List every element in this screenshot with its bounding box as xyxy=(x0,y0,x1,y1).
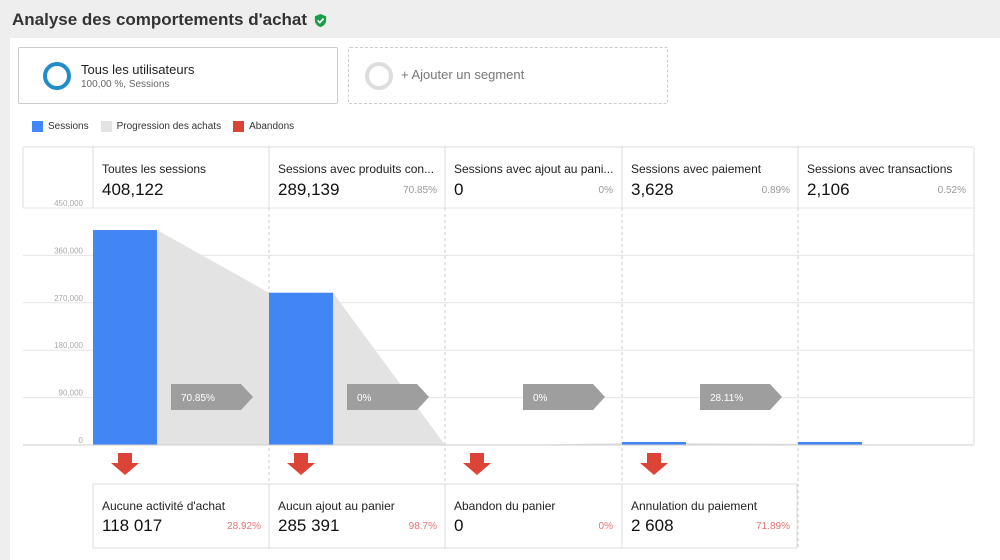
abandon-name: Annulation du paiement xyxy=(631,499,758,513)
y-tick-label: 360,000 xyxy=(54,246,83,255)
abandon-percent: 98.7% xyxy=(408,521,437,532)
abandon-value: 2 608 xyxy=(631,516,674,535)
y-tick-label: 0 xyxy=(79,436,84,445)
progression-shape xyxy=(157,230,269,445)
y-tick-label: 450,000 xyxy=(54,199,83,208)
stage-value: 408,122 xyxy=(102,180,164,199)
legend-label-abandons: Abandons xyxy=(249,121,295,132)
abandon-name: Aucune activité d'achat xyxy=(102,499,226,513)
sessions-bar xyxy=(93,230,157,445)
progression-arrow-label: 0% xyxy=(533,393,548,404)
abandon-percent: 28.92% xyxy=(227,521,261,532)
funnel-chart: 450,000 360,000 270,000 180,000 90,000 0 70.85… xyxy=(22,146,975,549)
legend-swatch-progression xyxy=(100,121,112,132)
legend-swatch-sessions xyxy=(32,121,43,132)
legend-item-abandons: Abandons xyxy=(233,121,294,132)
legend-label-progression: Progression des achats xyxy=(116,121,222,132)
page-title-text: Analyse des comportements d'achat xyxy=(12,10,308,29)
stage-percent: 70.85% xyxy=(403,185,437,196)
empty-segment-ring-icon xyxy=(365,62,393,90)
abandon-value: 118 017 xyxy=(102,516,163,535)
stage-name: Sessions avec paiement xyxy=(631,162,762,176)
shield-check-icon xyxy=(314,13,327,27)
progression-arrow xyxy=(700,384,782,410)
segment-ring-icon xyxy=(43,62,71,90)
stage-value: 0 xyxy=(454,180,464,199)
y-tick-label: 180,000 xyxy=(54,341,83,350)
segment-name: Tous les utilisateurs xyxy=(81,62,195,77)
progression-arrow-label: 28.11% xyxy=(710,393,743,404)
stage-value: 2,106 xyxy=(807,180,850,199)
add-segment-label: + Ajouter un segment xyxy=(401,67,525,82)
stage-percent: 0.89% xyxy=(761,185,790,196)
stage-percent: 0% xyxy=(598,185,613,196)
abandon-percent: 71.89% xyxy=(756,521,790,532)
page-title: Analyse des comportements d'achat xyxy=(12,10,328,30)
abandon-arrow-icon xyxy=(111,453,139,475)
stage-name: Sessions avec ajout au pani... xyxy=(454,162,614,176)
stage-name: Sessions avec transactions xyxy=(807,162,953,176)
legend-item-sessions: Sessions xyxy=(32,121,89,132)
abandon-value: 0 xyxy=(454,516,464,535)
legend-label-sessions: Sessions xyxy=(48,121,89,132)
abandon-arrow-icon xyxy=(287,453,315,475)
add-segment-button[interactable]: + Ajouter un segment xyxy=(348,47,668,104)
abandon-value: 285 391 xyxy=(278,516,340,535)
stage-percent: 0.52% xyxy=(937,185,966,196)
progression-arrow xyxy=(523,384,605,410)
sessions-bar xyxy=(622,442,686,445)
progression-arrow-label: 70.85% xyxy=(181,393,215,404)
sessions-bar xyxy=(269,292,333,445)
stage-name: Sessions avec produits con... xyxy=(278,162,435,176)
chart-legend: Sessions Progression des achats Abandons xyxy=(32,121,294,132)
abandon-percent: 0% xyxy=(598,521,613,532)
stage-name: Toutes les sessions xyxy=(102,162,207,176)
legend-item-progression: Progression des achats xyxy=(100,121,222,132)
funnel-panel: Tous les utilisateurs 100,00 %, Sessions… xyxy=(10,38,1000,560)
segment-card-all-users[interactable]: Tous les utilisateurs 100,00 %, Sessions xyxy=(18,47,338,104)
progression-shape xyxy=(333,292,445,445)
segment-subtitle: 100,00 %, Sessions xyxy=(81,79,170,90)
abandon-name: Aucun ajout au panier xyxy=(278,499,395,513)
legend-swatch-abandons xyxy=(233,121,245,132)
abandon-arrow-icon xyxy=(463,453,491,475)
stage-value: 289,139 xyxy=(278,180,340,199)
progression-arrow xyxy=(171,384,253,410)
sessions-bar xyxy=(798,442,862,445)
progression-arrow xyxy=(347,384,429,410)
progression-arrow-label: 0% xyxy=(357,393,372,404)
y-tick-label: 270,000 xyxy=(54,294,83,303)
abandon-name: Abandon du panier xyxy=(454,499,556,513)
stage-value: 3,628 xyxy=(631,180,674,199)
y-tick-label: 90,000 xyxy=(59,389,84,398)
abandon-arrow-icon xyxy=(640,453,668,475)
